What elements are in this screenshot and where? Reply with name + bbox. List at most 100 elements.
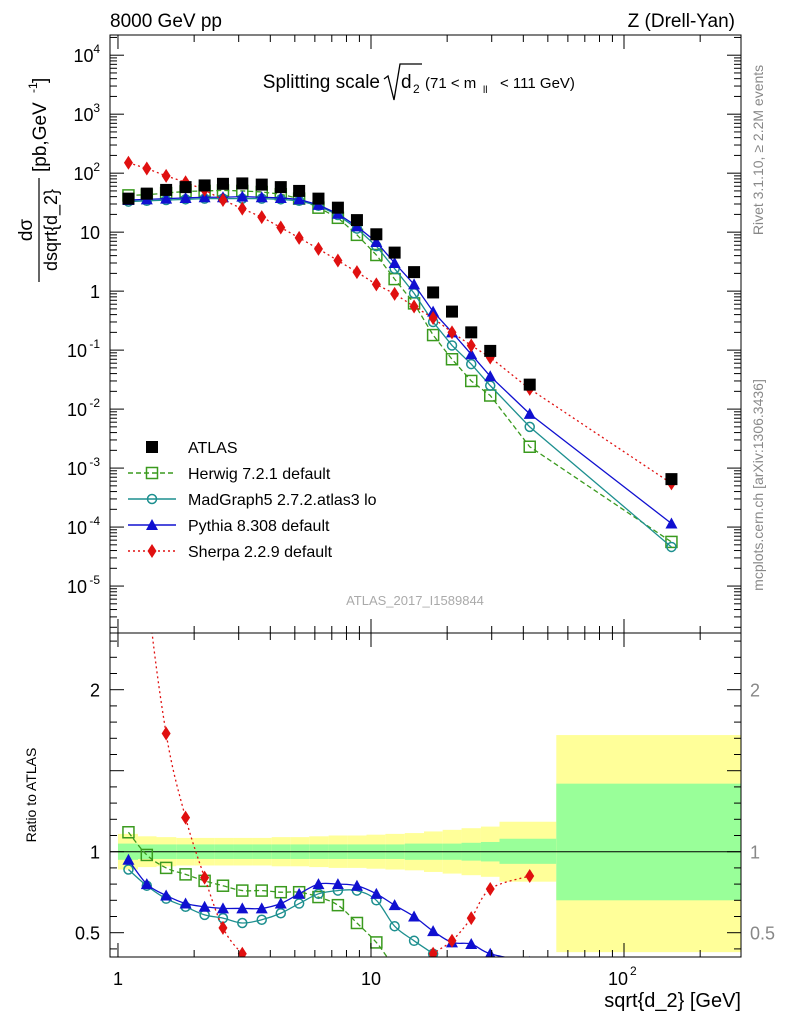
main-point-atlas <box>427 286 440 299</box>
ratio-point-pythia <box>140 878 153 890</box>
ratio-point-pythia <box>179 897 192 909</box>
legend-marker-sherpa <box>147 544 157 558</box>
ratio-point-pythia <box>236 902 249 914</box>
ratio-point-herwig <box>255 884 268 897</box>
sqrt-sign <box>383 63 422 101</box>
ratio-point-pythia <box>465 938 478 950</box>
ratio-point-herwig <box>122 826 135 839</box>
ratio-point-herwig <box>350 916 364 930</box>
ratio-point-pythia <box>255 902 268 914</box>
main-point-pythia <box>255 191 268 203</box>
main-point-atlas <box>160 183 173 196</box>
ratio-uncertainty-bands <box>117 735 741 953</box>
ratio-line-herwig <box>127 831 388 957</box>
ratio-point-madgraph <box>123 864 134 875</box>
legend-marker-herwig <box>145 466 159 480</box>
ratio-point-madgraph <box>275 908 287 919</box>
legend-marker-madgraph <box>146 493 158 505</box>
ratio-point-pythia <box>427 925 440 937</box>
ratio-point-sherpa <box>257 961 266 975</box>
main-point-atlas <box>255 178 268 191</box>
main-point-sherpa <box>313 241 323 256</box>
ratio-point-sherpa <box>485 881 495 896</box>
main-point-atlas <box>445 305 458 318</box>
main-point-sherpa <box>390 286 400 301</box>
y-tick-label: 10 <box>73 105 93 125</box>
main-ylabel: dσ dsqrt{d_2} [pb,GeV -1 ] <box>16 78 62 282</box>
ratio-point-pythia <box>350 879 363 891</box>
ratio-point-sherpa <box>428 946 438 957</box>
legend-label-sherpa: Sherpa 2.2.9 default <box>188 544 333 561</box>
main-point-atlas <box>216 177 229 190</box>
ratio-frame <box>109 632 742 958</box>
main-point-herwig <box>445 353 459 366</box>
ratio-y-tick-label-right: 1 <box>750 843 760 863</box>
main-point-atlas <box>122 192 135 205</box>
ratio-ylabel: Ratio to ATLAS <box>23 748 39 843</box>
x-axis-label: sqrt{d_2} [GeV] <box>604 990 741 1012</box>
main-plot-area <box>122 155 678 553</box>
ratio-point-pythia <box>198 900 211 912</box>
band-inner <box>556 783 741 901</box>
main-point-herwig <box>464 374 478 388</box>
ratio-point-herwig <box>446 982 457 993</box>
ratio-point-herwig <box>216 879 230 892</box>
legend-marker-atlas <box>146 441 158 453</box>
main-point-atlas <box>370 228 383 241</box>
main-point-sherpa <box>218 193 228 208</box>
ratio-point-pythia <box>293 887 306 899</box>
y-tick-label: 10 <box>67 577 87 597</box>
ratio-line-sherpa <box>151 633 530 957</box>
x-tick-label-exponent: 2 <box>630 964 637 978</box>
main-point-sherpa <box>161 168 171 183</box>
title-main: Splitting scale <box>263 72 380 93</box>
main-point-sherpa <box>428 311 438 326</box>
main-point-atlas <box>179 181 192 194</box>
main-point-sherpa <box>142 161 152 176</box>
ratio-plot-area <box>122 633 535 1005</box>
main-point-atlas <box>274 181 287 194</box>
main-point-madgraph <box>524 421 535 433</box>
ratio-y-tick-label: 0.5 <box>75 924 100 944</box>
main-point-atlas <box>665 473 678 486</box>
ratio-point-sherpa <box>525 869 535 883</box>
main-point-pythia <box>408 278 421 290</box>
ratio-point-sherpa <box>218 920 228 935</box>
ratio-point-pythia <box>274 897 287 909</box>
y-tick-label: 10 <box>73 46 93 66</box>
ratio-point-madgraph <box>293 898 305 909</box>
main-point-sherpa <box>352 265 362 280</box>
ratio-point-sherpa <box>237 946 247 957</box>
ratio-y-tick-label: 1 <box>90 843 100 863</box>
main-point-atlas <box>236 177 249 190</box>
main-point-sherpa <box>447 325 457 340</box>
ratio-point-herwig <box>370 936 383 949</box>
ratio-point-herwig <box>331 898 345 912</box>
ratio-point-sherpa <box>200 870 210 885</box>
main-point-madgraph <box>666 541 677 553</box>
main-point-atlas <box>484 344 497 357</box>
main-point-sherpa <box>333 253 343 268</box>
legend-label-madgraph: MadGraph5 2.7.2.atlas3 lo <box>188 492 377 509</box>
main-point-atlas <box>198 179 211 192</box>
main-point-pythia <box>665 517 678 529</box>
legend-label-atlas: ATLAS <box>188 440 238 457</box>
ratio-point-pythia <box>331 878 344 890</box>
x-tick-label: 1 <box>113 969 123 989</box>
main-line-sherpa <box>128 162 672 484</box>
ylabel-unit: [pb,GeV <box>30 102 51 172</box>
ratio-point-pythia <box>485 947 496 957</box>
ratio-point-herwig <box>524 994 535 1005</box>
ratio-y-tick-label-right: 0.5 <box>750 924 775 944</box>
ratio-point-pythia <box>529 955 531 957</box>
ratio-point-madgraph <box>389 920 400 932</box>
ratio-point-pythia <box>370 887 383 899</box>
legend-label-herwig: Herwig 7.2.1 default <box>188 466 331 483</box>
main-point-atlas <box>293 184 306 197</box>
main-point-atlas <box>331 201 344 214</box>
axes: 1 10 10 2-510-410-310-210-1101102103104100.… <box>67 34 775 989</box>
main-point-atlas <box>388 246 401 259</box>
main-point-pythia <box>179 191 192 203</box>
main-point-pythia <box>274 191 287 203</box>
